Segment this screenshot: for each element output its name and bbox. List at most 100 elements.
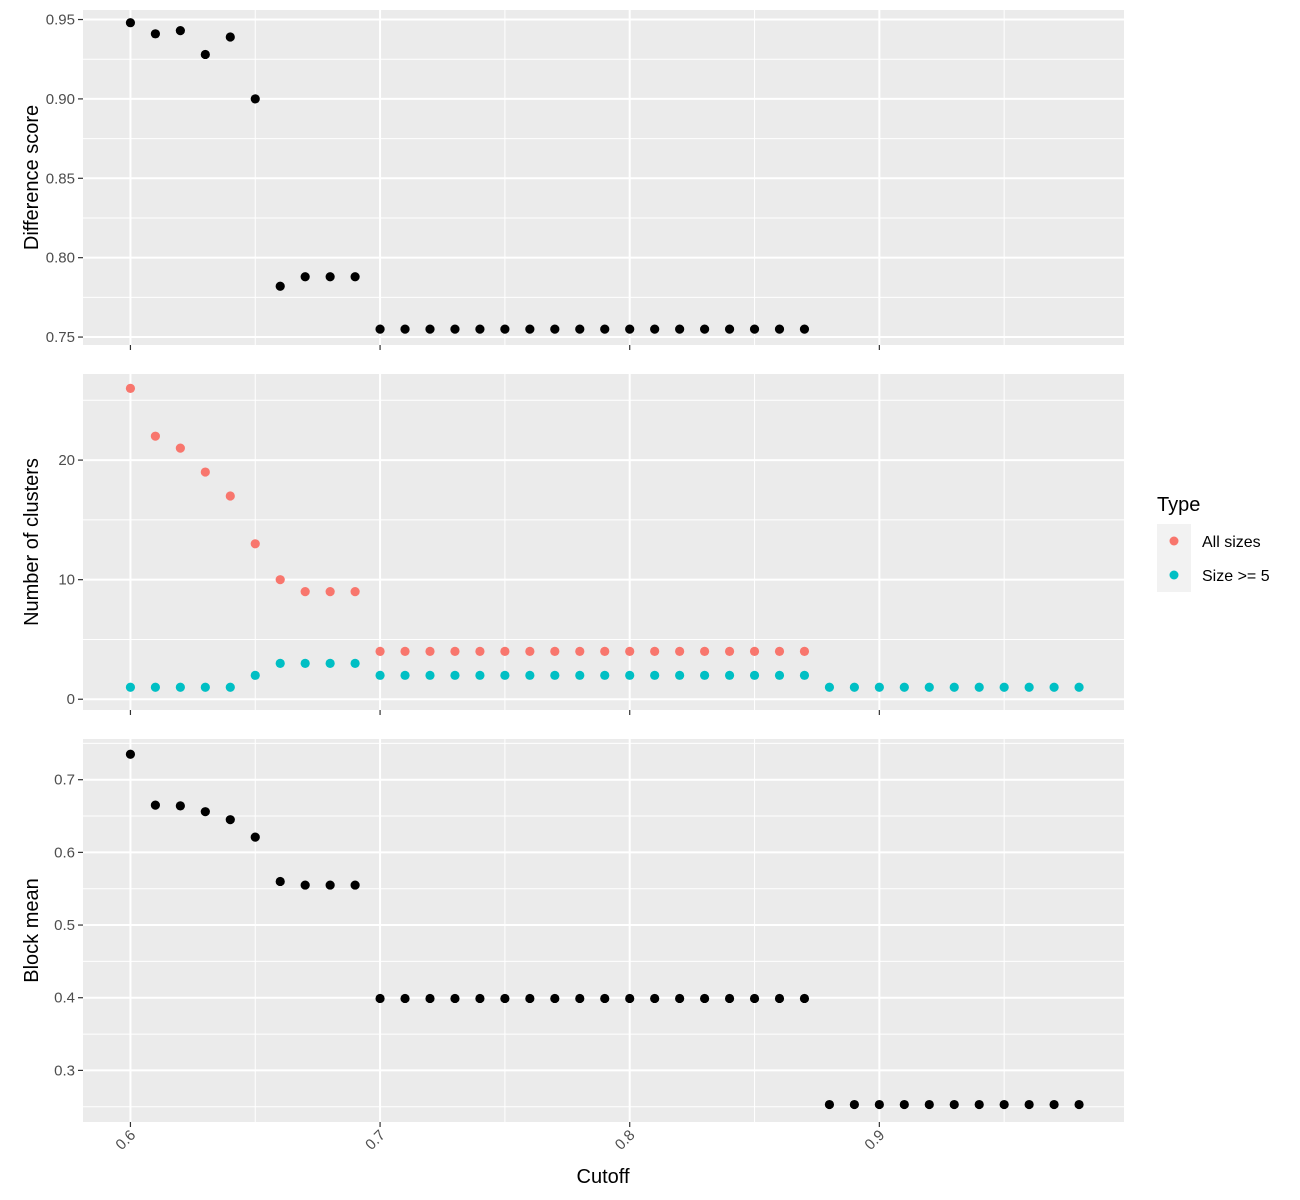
data-point (300, 272, 310, 282)
data-point (150, 29, 160, 39)
data-point (225, 682, 235, 692)
data-point (400, 993, 410, 1004)
data-point (175, 26, 185, 36)
data-point (300, 587, 310, 597)
y-tick-label: 0.5 (54, 917, 75, 934)
data-point (824, 1099, 835, 1110)
x-tick-label: 0.8 (612, 1127, 639, 1154)
x-tick-label: 0.6 (112, 1127, 139, 1154)
data-point (275, 281, 285, 291)
data-point (250, 94, 260, 104)
data-point (375, 670, 385, 680)
data-point (150, 431, 160, 441)
data-point (799, 993, 810, 1004)
data-point (650, 646, 660, 657)
data-point (625, 324, 635, 334)
data-point (575, 646, 585, 657)
panel-2: 0 10 20 Number of clusters (21, 374, 1124, 715)
data-point (899, 1099, 909, 1110)
data-point (675, 646, 685, 657)
data-point (225, 32, 235, 42)
data-point (425, 993, 435, 1004)
data-point (150, 800, 160, 810)
data-point (250, 832, 260, 842)
data-point (999, 682, 1009, 692)
data-point (600, 670, 610, 680)
data-point (525, 646, 535, 657)
data-point (175, 682, 185, 692)
data-point (625, 993, 635, 1004)
data-point (650, 324, 660, 334)
data-point (949, 1099, 959, 1110)
data-point (125, 749, 136, 759)
data-point (400, 324, 410, 334)
data-point (525, 670, 535, 680)
y-tick-label: 0 (67, 691, 75, 708)
data-point (749, 646, 760, 657)
data-point (500, 324, 510, 334)
data-point (375, 993, 385, 1004)
legend-label-all-sizes: All sizes (1202, 534, 1261, 551)
data-point (500, 646, 510, 657)
data-point (450, 646, 460, 657)
data-point (475, 324, 485, 334)
data-point (625, 646, 635, 657)
data-point (300, 880, 310, 890)
data-point (375, 646, 385, 657)
data-point (275, 658, 285, 668)
data-point (600, 324, 610, 334)
data-point (650, 993, 660, 1004)
data-point (350, 587, 360, 597)
data-point (425, 324, 435, 334)
data-point (700, 646, 710, 657)
data-point (450, 993, 460, 1004)
data-point (325, 587, 335, 597)
data-point (350, 272, 360, 282)
data-point (400, 646, 410, 657)
y-tick-label: 0.90 (46, 91, 75, 108)
x-axis-title: Cutoff (577, 1166, 630, 1188)
data-point (1049, 1099, 1059, 1110)
data-point (525, 993, 535, 1004)
data-point (774, 646, 785, 657)
data-point (774, 993, 785, 1004)
data-point (125, 18, 136, 28)
data-point (175, 801, 185, 811)
data-point (125, 383, 136, 393)
data-point (500, 670, 510, 680)
data-point (774, 324, 785, 334)
data-point (849, 682, 859, 692)
y-tick-label: 0.80 (46, 250, 75, 267)
y-tick-label: 0.3 (54, 1062, 75, 1079)
data-point (625, 670, 635, 680)
data-point (924, 682, 934, 692)
data-point (1074, 1099, 1084, 1110)
panel-3: 0.3 0.4 0.5 0.6 0.7 Block mean (21, 739, 1124, 1127)
panels-layer: 0.75 0.80 0.85 0.90 0.95 Difference score 0 10 2… (21, 10, 1124, 1154)
data-point (125, 682, 136, 692)
data-point (874, 682, 884, 692)
data-point (799, 670, 810, 680)
y-tick-label: 0.85 (46, 170, 75, 187)
y-axis-title: Difference score (21, 105, 43, 250)
legend-key-all-sizes (1169, 536, 1179, 546)
legend-title: Type (1157, 494, 1200, 516)
y-tick-label: 20 (58, 452, 75, 469)
data-point (700, 993, 710, 1004)
data-point (575, 670, 585, 680)
data-point (525, 324, 535, 334)
data-point (874, 1099, 884, 1110)
data-point (200, 682, 210, 692)
data-point (475, 993, 485, 1004)
data-point (575, 324, 585, 334)
data-point (1024, 682, 1034, 692)
data-point (150, 682, 160, 692)
data-point (275, 575, 285, 585)
data-point (749, 324, 760, 334)
y-tick-label: 0.4 (54, 990, 75, 1007)
data-point (700, 324, 710, 334)
data-point (475, 646, 485, 657)
data-point (250, 670, 260, 680)
data-point (1024, 1099, 1034, 1110)
y-tick-label: 10 (58, 572, 75, 589)
